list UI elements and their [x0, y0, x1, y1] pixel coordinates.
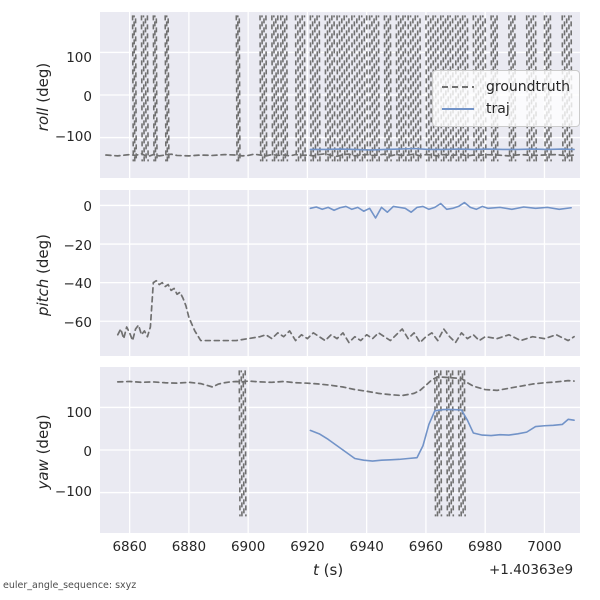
legend-entry-traj: traj	[441, 98, 570, 120]
roll-axis-label-italic: roll	[34, 107, 52, 132]
legend: groundtruth traj	[432, 70, 581, 127]
yaw-ytick-0: 100	[66, 405, 92, 421]
x-tick-label-3: 6920	[290, 539, 325, 555]
x-tick-label-1: 6880	[171, 539, 207, 555]
yaw-plot-canvas	[100, 367, 580, 533]
yaw-ytick-2: −100	[54, 484, 92, 500]
yaw-ytick-1: 0	[83, 444, 92, 460]
x-axis-label-unit: (s)	[318, 561, 344, 579]
legend-label-traj: traj	[486, 101, 510, 117]
pitch-subplot	[100, 190, 580, 356]
yaw-subplot	[100, 367, 580, 533]
x-tick-label-4: 6940	[349, 539, 384, 555]
traj-line-swatch-icon	[442, 108, 474, 110]
pitch-plot-canvas	[100, 190, 580, 356]
roll-ytick-0: 100	[66, 50, 92, 66]
roll-ytick-1: 0	[83, 89, 92, 105]
x-offset-text: +1.40363e9	[489, 562, 574, 578]
x-tick-label-0: 6860	[112, 539, 147, 555]
x-tick-label-6: 6980	[467, 539, 503, 555]
x-tick-label-2: 6900	[230, 539, 266, 555]
pitch-ytick-1: −20	[63, 238, 93, 254]
legend-entry-groundtruth: groundtruth	[441, 76, 570, 98]
x-tick-label-7: 7000	[527, 539, 562, 555]
groundtruth-line-swatch-icon	[442, 86, 474, 88]
x-tick-label-5: 6960	[408, 539, 444, 555]
roll-ytick-2: −100	[54, 129, 92, 145]
x-axis-label: t (s)	[313, 561, 343, 579]
legend-label-groundtruth: groundtruth	[486, 79, 571, 95]
pitch-ytick-0: 0	[83, 199, 92, 215]
x-axis-label-italic: t	[313, 561, 319, 579]
pitch-ytick-2: −40	[63, 276, 93, 292]
pitch-ytick-3: −60	[63, 315, 93, 331]
footnote-euler-sequence: euler_angle_sequence: sxyz	[3, 580, 137, 591]
